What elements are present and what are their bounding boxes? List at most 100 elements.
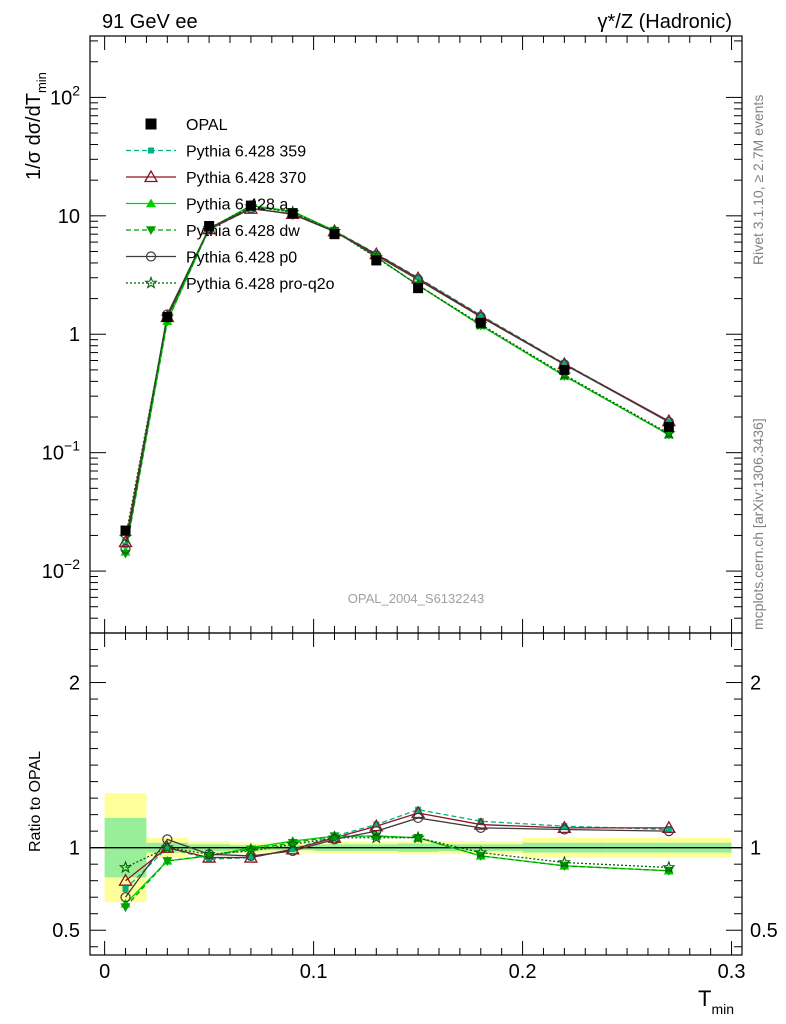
series-point-ratio [118, 873, 133, 886]
legend-label: Pythia 6.428 370 [186, 170, 306, 187]
series-point-ratio [118, 860, 133, 874]
series-point-ratio [162, 857, 173, 866]
y-tick-label-ratio: 2 [69, 673, 80, 695]
series-point-ratio [559, 824, 570, 835]
legend-marker [145, 118, 157, 130]
series-point-ratio [122, 885, 129, 892]
series-point-ratio [244, 843, 258, 857]
legend-marker [145, 251, 157, 262]
y-tick-label-ratio-right: 1 [750, 838, 761, 860]
series-point-ratio [415, 806, 422, 813]
x-tick-label: 0 [99, 961, 110, 983]
series-point-ratio [373, 821, 380, 828]
legend-label: Pythia 6.428 359 [186, 144, 306, 161]
series-point-ratio [289, 846, 296, 853]
data-point [120, 525, 131, 536]
series-point-ratio [410, 805, 426, 819]
series-point-ratio [243, 850, 259, 863]
data-point [287, 208, 298, 219]
y-axis-title-main-sub: min [34, 72, 49, 93]
y-tick-label-base: 10 [42, 443, 64, 465]
data-point [162, 311, 173, 322]
y-tick-label-ratio-right: 0.5 [750, 920, 778, 942]
y-axis-title-main-text: 1/σ dσ/dT [23, 93, 45, 180]
x-tick-label: 0.2 [509, 961, 537, 983]
y-tick-label-exp: −2 [64, 556, 80, 572]
series-point-ratio [327, 830, 342, 844]
legend-label: Pythia 6.428 a [186, 197, 288, 214]
x-tick-label: 0.3 [718, 961, 746, 983]
series-point-ratio [329, 832, 340, 842]
y-tick-label-ratio: 0.5 [52, 920, 80, 942]
legend-label: Pythia 6.428 p0 [186, 250, 297, 267]
series-point-ratio [411, 830, 425, 844]
series-point-ratio [477, 818, 484, 825]
ratio-frame [89, 632, 743, 956]
data-point [475, 317, 486, 328]
series-point-ratio [371, 826, 382, 837]
series-point-ratio [665, 826, 672, 833]
series-point-main [477, 312, 484, 319]
series-line-ratio [125, 809, 669, 890]
series-point-ratio [120, 892, 131, 903]
series-point-ratio [557, 820, 572, 834]
x-axis-title-sub: min [711, 1001, 734, 1017]
series-point-ratio [162, 834, 173, 845]
legend-label: Pythia 6.428 dw [186, 223, 300, 240]
series-point-main [120, 549, 131, 559]
series-line-ratio [125, 835, 669, 908]
series-point-ratio [474, 845, 488, 859]
series-point-ratio [557, 855, 572, 869]
data-point [329, 229, 340, 240]
series-point-ratio [369, 818, 384, 832]
x-axis-title-text: T [698, 986, 711, 1011]
legend: OPAL Pythia 6.428 359 Pythia 6.428 370 Pyth… [126, 117, 335, 293]
y-tick-label-base: 10 [42, 561, 64, 583]
legend-label: Pythia 6.428 pro-q2o [186, 276, 335, 293]
y-tick-label-main: 10−1 [42, 438, 80, 465]
series-point-ratio [247, 854, 254, 861]
y-tick-label-exp: 2 [72, 82, 80, 98]
series-point-ratio [287, 838, 298, 848]
analysis-label: OPAL_2004_S6132243 [348, 591, 484, 606]
legend-marker [148, 147, 154, 154]
y-tick-label-ratio: 1 [69, 838, 80, 860]
svg-text:1/σ dσ/dTmin: 1/σ dσ/dTmin [23, 72, 49, 180]
y-tick-label-base: 10 [50, 87, 72, 109]
y-tick-label-main: 1 [69, 324, 80, 346]
series-point-ratio [245, 850, 257, 862]
side-label-bottom: mcplots.cern.ch [arXiv:1306.3436] [750, 418, 766, 630]
series-point-ratio [245, 845, 256, 855]
series-point-main [415, 274, 422, 281]
series-point-main [665, 418, 672, 425]
series-point-ratio [160, 840, 175, 854]
labels: 91 GeV ee γ*/Z (Hadronic) OPAL_2004_S613… [23, 11, 766, 1017]
title-right: γ*/Z (Hadronic) [598, 11, 732, 33]
series-point-ratio [202, 847, 216, 861]
y-tick-label-main: 10−2 [42, 556, 80, 583]
series-point-ratio [160, 840, 175, 853]
x-tick-label: 0.1 [300, 961, 328, 983]
y-tick-label-base: 10 [58, 206, 80, 228]
series-point-main [122, 542, 129, 549]
series-point-ratio [164, 844, 171, 851]
y-tick-label-main: 10 [58, 206, 80, 228]
mc-lines [124, 204, 670, 908]
series-point-ratio [412, 812, 424, 824]
x-axis-title: Tmin [698, 986, 734, 1017]
y-tick-label-main: 102 [50, 82, 80, 109]
legend-marker [144, 275, 158, 289]
series-point-ratio [285, 837, 300, 851]
series-point-ratio [662, 860, 676, 874]
y-tick-label-ratio-right: 2 [750, 673, 761, 695]
series-point-ratio [561, 823, 568, 830]
legend-marker [146, 198, 156, 208]
legend-label: OPAL [186, 117, 228, 134]
series-point-ratio [120, 903, 131, 913]
y-axis-title-ratio: Ratio to OPAL [27, 751, 44, 852]
side-label-top: Rivet 3.1.10, ≥ 2.7M events [750, 95, 766, 265]
title-left: 91 GeV ee [102, 11, 198, 33]
legend-marker [143, 169, 159, 183]
